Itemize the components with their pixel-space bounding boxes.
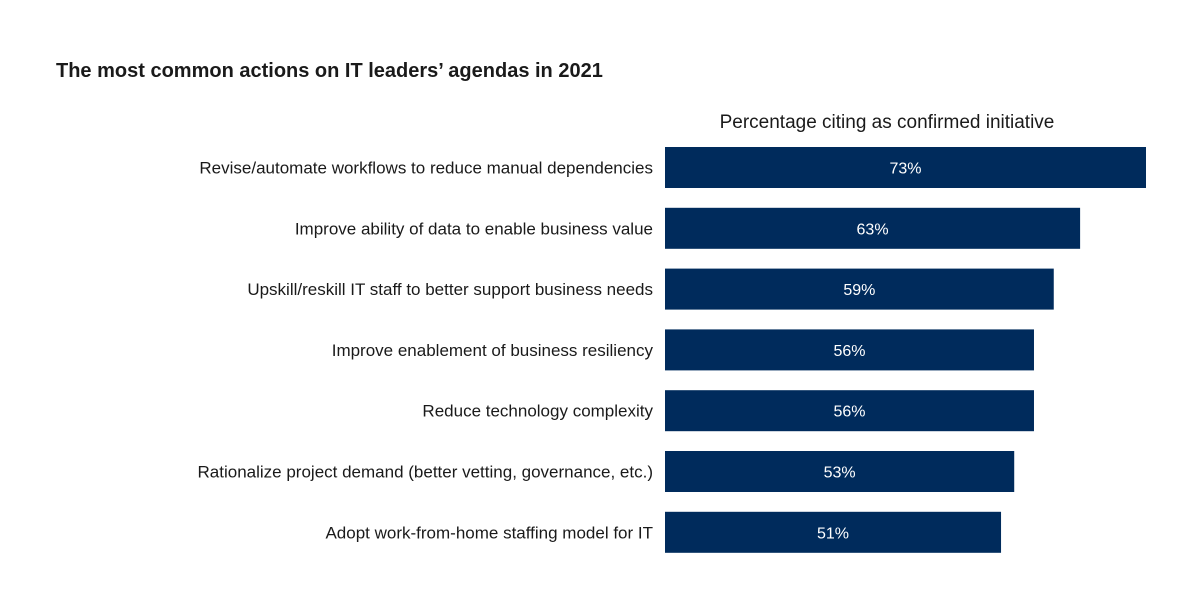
- bar: [665, 329, 1034, 371]
- category-label: Reduce technology complexity: [422, 402, 653, 421]
- category-label: Rationalize project demand (better vetti…: [198, 463, 653, 482]
- bar-value-label: 73%: [889, 161, 921, 178]
- bar: [665, 451, 1015, 492]
- chart-title: The most common actions on IT leaders’ a…: [56, 60, 603, 82]
- bar-value-label: 56%: [833, 343, 865, 360]
- bar: [665, 511, 1002, 553]
- category-label: Revise/automate workflows to reduce manu…: [199, 159, 653, 178]
- bar-value-label: 53%: [824, 465, 856, 482]
- bar-value-label: 51%: [817, 525, 849, 542]
- bar-value-label: 63%: [857, 221, 889, 238]
- bar-value-label: 59%: [843, 282, 875, 299]
- category-label: Upskill/reskill IT staff to better suppo…: [247, 280, 653, 299]
- bar: [665, 268, 1054, 310]
- bar: [665, 390, 1034, 432]
- bars-group: Revise/automate workflows to reduce manu…: [198, 147, 1146, 553]
- chart-subtitle: Percentage citing as confirmed initiativ…: [720, 112, 1055, 133]
- category-label: Adopt work-from-home staffing model for …: [325, 523, 653, 542]
- bar: [665, 147, 1146, 188]
- category-label: Improve enablement of business resilienc…: [332, 341, 654, 360]
- bar-value-label: 56%: [833, 404, 865, 421]
- category-label: Improve ability of data to enable busine…: [295, 219, 653, 238]
- bar: [665, 207, 1081, 249]
